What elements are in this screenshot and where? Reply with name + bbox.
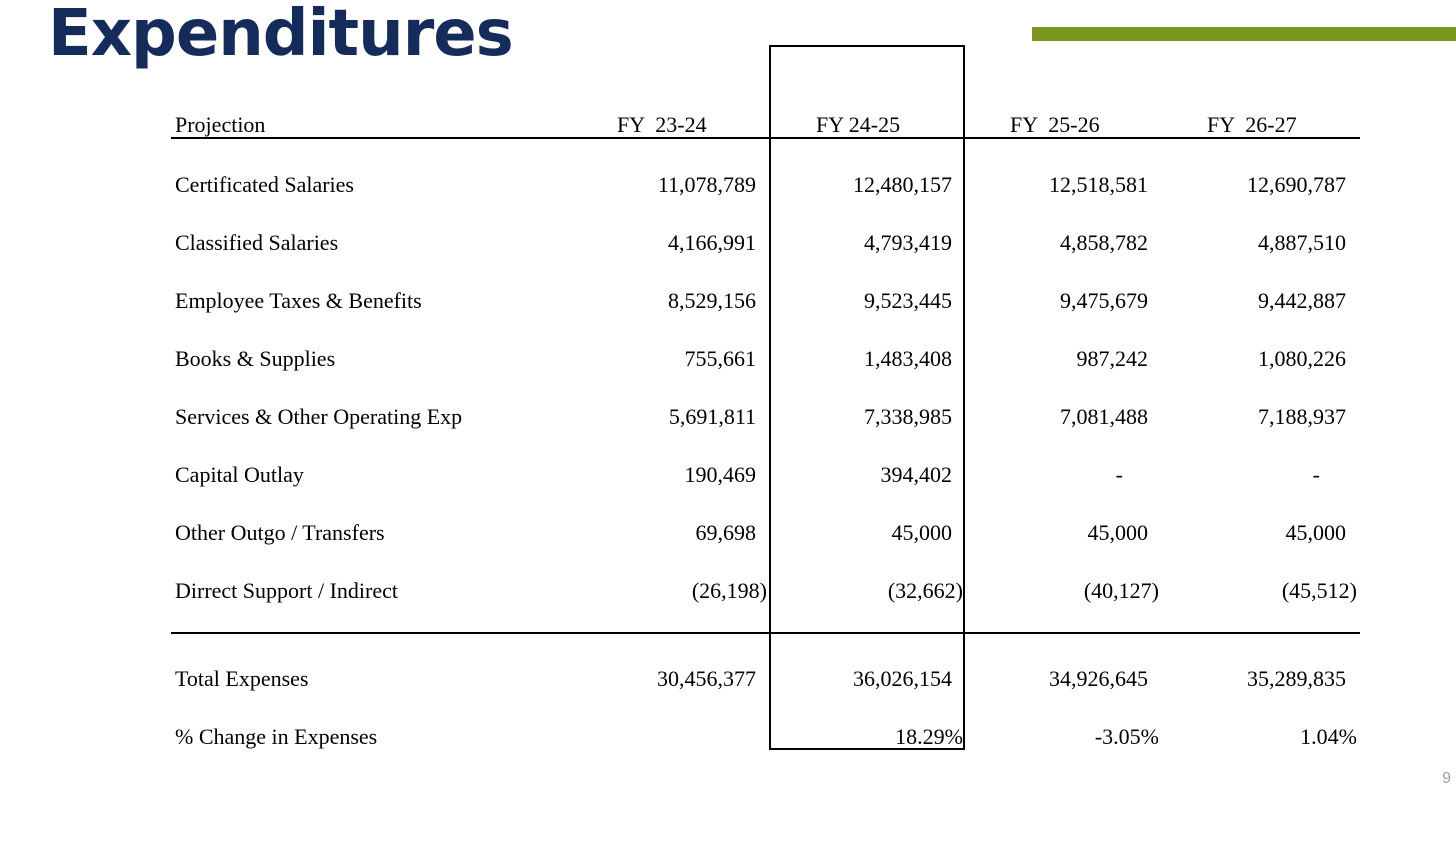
cell-fy-25-26: 34,926,645 xyxy=(1049,666,1148,691)
cell-fy-24-25: 18.29% xyxy=(895,724,963,749)
row-label: Other Outgo / Transfers xyxy=(175,520,385,545)
cell-fy-24-25: 12,480,157 xyxy=(853,172,952,197)
cell-fy-25-26: 45,000 xyxy=(1087,520,1149,545)
cell-fy-26-27: 4,887,510 xyxy=(1258,230,1346,255)
cell-fy-25-26: 4,858,782 xyxy=(1060,230,1148,255)
cell-fy-23-24: 11,078,789 xyxy=(657,172,756,197)
table-row: Books & Supplies 755,661 1,483,408 987,2… xyxy=(0,344,1456,374)
table-row: Services & Other Operating Exp 5,691,811… xyxy=(0,402,1456,432)
row-label: Capital Outlay xyxy=(175,462,304,487)
row-label: Services & Other Operating Exp xyxy=(175,404,463,429)
total-row: Total Expenses 30,456,377 36,026,154 34,… xyxy=(0,664,1456,694)
header-projection: Projection xyxy=(175,112,266,137)
cell-fy-24-25: 4,793,419 xyxy=(864,230,952,255)
table-row: Other Outgo / Transfers 69,698 45,000 45… xyxy=(0,518,1456,548)
cell-fy-24-25: (32,662) xyxy=(887,578,963,603)
cell-fy-26-27: 1.04% xyxy=(1300,724,1357,749)
cell-fy-23-24: 5,691,811 xyxy=(668,404,756,429)
cell-fy-23-24: 30,456,377 xyxy=(657,666,756,691)
cell-fy-24-25: 9,523,445 xyxy=(864,288,952,313)
header-fy-24-25: FY 24-25 xyxy=(816,112,901,137)
row-label: Employee Taxes & Benefits xyxy=(175,288,422,313)
header-fy-25-26: FY 25-26 xyxy=(1010,112,1100,137)
percent-change-row: % Change in Expenses 18.29% -3.05% 1.04% xyxy=(0,722,1456,752)
table-row: Certificated Salaries 11,078,789 12,480,… xyxy=(0,170,1456,200)
cell-fy-26-27: 7,188,937 xyxy=(1258,404,1346,429)
cell-fy-25-26: 7,081,488 xyxy=(1060,404,1148,429)
cell-fy-25-26: 12,518,581 xyxy=(1049,172,1148,197)
cell-fy-24-25: 45,000 xyxy=(891,520,953,545)
totals-rule xyxy=(171,632,1360,634)
header-rule xyxy=(171,137,1360,139)
cell-fy-23-24: (26,198) xyxy=(691,578,767,603)
table-row: Dirrect Support / Indirect (26,198) (32,… xyxy=(0,576,1456,606)
accent-bar xyxy=(1032,27,1456,41)
cell-fy-26-27: 35,289,835 xyxy=(1247,666,1346,691)
cell-fy-24-25: 7,338,985 xyxy=(864,404,952,429)
header-fy-23-24: FY 23-24 xyxy=(617,112,707,137)
row-label: Total Expenses xyxy=(175,666,309,691)
cell-fy-24-25: 394,402 xyxy=(880,462,953,487)
table-row: Capital Outlay 190,469 394,402 - - xyxy=(0,460,1456,490)
row-label: Certificated Salaries xyxy=(175,172,354,197)
fy-24-25-highlight-box xyxy=(769,45,965,750)
cell-fy-23-24: 69,698 xyxy=(695,520,757,545)
table-row: Employee Taxes & Benefits 8,529,156 9,52… xyxy=(0,286,1456,316)
cell-fy-26-27: 45,000 xyxy=(1285,520,1347,545)
page-number: 9 xyxy=(1442,770,1451,787)
cell-fy-25-26: (40,127) xyxy=(1083,578,1159,603)
table-row: Classified Salaries 4,166,991 4,793,419 … xyxy=(0,228,1456,258)
cell-fy-25-26: - xyxy=(1115,462,1123,487)
cell-fy-26-27: 1,080,226 xyxy=(1258,346,1346,371)
cell-fy-24-25: 36,026,154 xyxy=(853,666,952,691)
cell-fy-26-27: 9,442,887 xyxy=(1258,288,1346,313)
row-label: % Change in Expenses xyxy=(175,724,378,749)
cell-fy-26-27: - xyxy=(1312,462,1320,487)
cell-fy-23-24: 755,661 xyxy=(684,346,757,371)
cell-fy-23-24: 8,529,156 xyxy=(668,288,756,313)
row-label: Books & Supplies xyxy=(175,346,336,371)
cell-fy-26-27: 12,690,787 xyxy=(1247,172,1346,197)
cell-fy-23-24: 190,469 xyxy=(684,462,757,487)
cell-fy-23-24: 4,166,991 xyxy=(668,230,756,255)
row-label: Classified Salaries xyxy=(175,230,339,255)
cell-fy-25-26: 987,242 xyxy=(1076,346,1149,371)
header-fy-26-27: FY 26-27 xyxy=(1207,112,1297,137)
row-label: Dirrect Support / Indirect xyxy=(175,578,398,603)
cell-fy-26-27: (45,512) xyxy=(1281,578,1357,603)
cell-fy-24-25: 1,483,408 xyxy=(864,346,952,371)
slide-title: Expenditures xyxy=(48,0,514,71)
cell-fy-25-26: 9,475,679 xyxy=(1060,288,1148,313)
table-header-row: Projection FY 23-24 FY 24-25 FY 25-26 FY… xyxy=(0,110,1456,140)
cell-fy-25-26: -3.05% xyxy=(1094,724,1159,749)
